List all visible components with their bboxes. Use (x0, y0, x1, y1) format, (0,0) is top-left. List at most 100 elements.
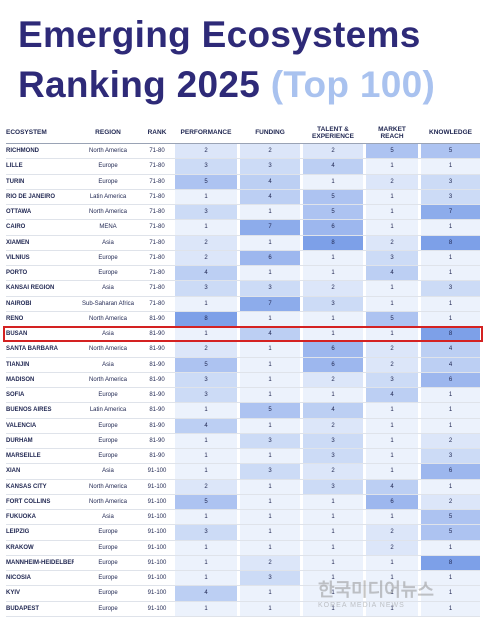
text-cell: MENA (99, 224, 117, 231)
score-cell: 1 (175, 327, 237, 342)
row-line (6, 188, 480, 190)
score-cell: 5 (240, 403, 300, 418)
text-cell: 71-80 (149, 193, 165, 200)
score-cell: 1 (366, 555, 418, 570)
row-line (6, 356, 480, 358)
row-line (6, 387, 480, 388)
text-cell: 71-80 (149, 209, 165, 216)
score-cell: 1 (175, 433, 237, 448)
score-cell: 2 (366, 540, 418, 555)
text-cell: LEIPZIG (6, 529, 30, 536)
score-cell: 2 (421, 433, 480, 448)
text-cell: Asia (102, 331, 114, 338)
text-cell: XIAMEN (6, 239, 30, 246)
score-cell: 4 (175, 266, 237, 281)
score-cell: 4 (366, 388, 418, 403)
row-line (6, 570, 480, 571)
text-cell: North America (88, 346, 127, 353)
score-cell: 5 (366, 144, 418, 159)
text-cell: Asia (102, 514, 114, 521)
text-cell: MANNHEIM-HEIDELBERG (6, 559, 74, 566)
score-cell: 1 (366, 601, 418, 616)
text-cell: 81-90 (149, 392, 165, 399)
score-cell: 7 (240, 220, 300, 235)
score-cell: 1 (421, 418, 480, 433)
score-cell: 1 (240, 601, 300, 616)
text-cell: DURHAM (6, 437, 33, 444)
text-cell: 81-90 (149, 376, 165, 383)
score-cell: 1 (366, 433, 418, 448)
score-cell: 1 (421, 586, 480, 601)
score-cell: 2 (303, 372, 363, 387)
text-cell: BUENOS AIRES (6, 407, 52, 414)
row-line (6, 493, 480, 495)
row-line (6, 524, 480, 526)
text-cell: North America (88, 148, 127, 155)
column-header: PERFORMANCE (180, 129, 232, 136)
score-cell: 2 (240, 144, 300, 159)
score-cell: 4 (421, 357, 480, 372)
score-cell: 1 (366, 205, 418, 220)
score-cell: 5 (421, 525, 480, 540)
score-cell: 1 (175, 189, 237, 204)
text-cell: TIANJIN (6, 361, 30, 368)
score-cell: 1 (421, 159, 480, 174)
score-cell: 3 (240, 433, 300, 448)
text-cell: Europe (98, 590, 118, 597)
score-cell: 1 (240, 418, 300, 433)
score-cell: 3 (421, 174, 480, 189)
score-cell: 1 (366, 220, 418, 235)
text-cell: 91-100 (147, 544, 167, 551)
score-cell: 1 (366, 449, 418, 464)
text-cell: Europe (98, 559, 118, 566)
text-cell: North America (88, 209, 127, 216)
text-cell: MARSEILLE (6, 453, 41, 460)
score-cell: 7 (240, 296, 300, 311)
score-cell: 1 (421, 479, 480, 494)
text-cell: Sub-Saharan Africa (81, 300, 135, 307)
row-line (6, 295, 480, 297)
row-line (6, 600, 480, 602)
text-cell: Asia (102, 468, 114, 475)
score-cell: 6 (421, 464, 480, 479)
row-line (6, 219, 480, 221)
score-cell: 3 (421, 449, 480, 464)
score-cell: 1 (421, 403, 480, 418)
score-cell: 1 (366, 327, 418, 342)
column-header: FUNDING (255, 129, 285, 136)
text-cell: VILNIUS (6, 254, 30, 261)
score-cell: 2 (366, 357, 418, 372)
text-cell: CAIRO (6, 224, 26, 231)
row-line (6, 554, 480, 556)
text-cell: 71-80 (149, 285, 165, 292)
score-cell: 1 (175, 571, 237, 586)
text-cell: KANSAS CITY (6, 483, 47, 490)
score-cell: 1 (421, 571, 480, 586)
text-cell: North America (88, 376, 127, 383)
text-cell: OTTAWA (6, 209, 32, 216)
score-cell: 1 (240, 479, 300, 494)
title-main: Emerging Ecosystems Ranking 2025 (18, 14, 421, 105)
text-cell: RENO (6, 315, 24, 322)
score-cell: 1 (366, 189, 418, 204)
text-cell: 81-90 (149, 361, 165, 368)
score-cell: 1 (421, 311, 480, 326)
score-cell: 6 (421, 372, 480, 387)
score-cell: 2 (303, 281, 363, 296)
text-cell: Europe (98, 254, 118, 261)
text-cell: 91-100 (147, 575, 167, 582)
score-cell: 1 (303, 388, 363, 403)
text-cell: KANSAI REGION (6, 285, 55, 292)
score-cell: 1 (421, 266, 480, 281)
score-cell: 1 (366, 510, 418, 525)
row-line (6, 402, 480, 404)
score-cell: 4 (366, 479, 418, 494)
text-cell: 71-80 (149, 163, 165, 170)
score-cell: 1 (303, 250, 363, 265)
score-cell: 2 (421, 494, 480, 509)
score-cell: 3 (240, 281, 300, 296)
score-cell: 1 (303, 494, 363, 509)
text-cell: 81-90 (149, 437, 165, 444)
text-cell: Europe (98, 422, 118, 429)
header-line (6, 143, 480, 144)
